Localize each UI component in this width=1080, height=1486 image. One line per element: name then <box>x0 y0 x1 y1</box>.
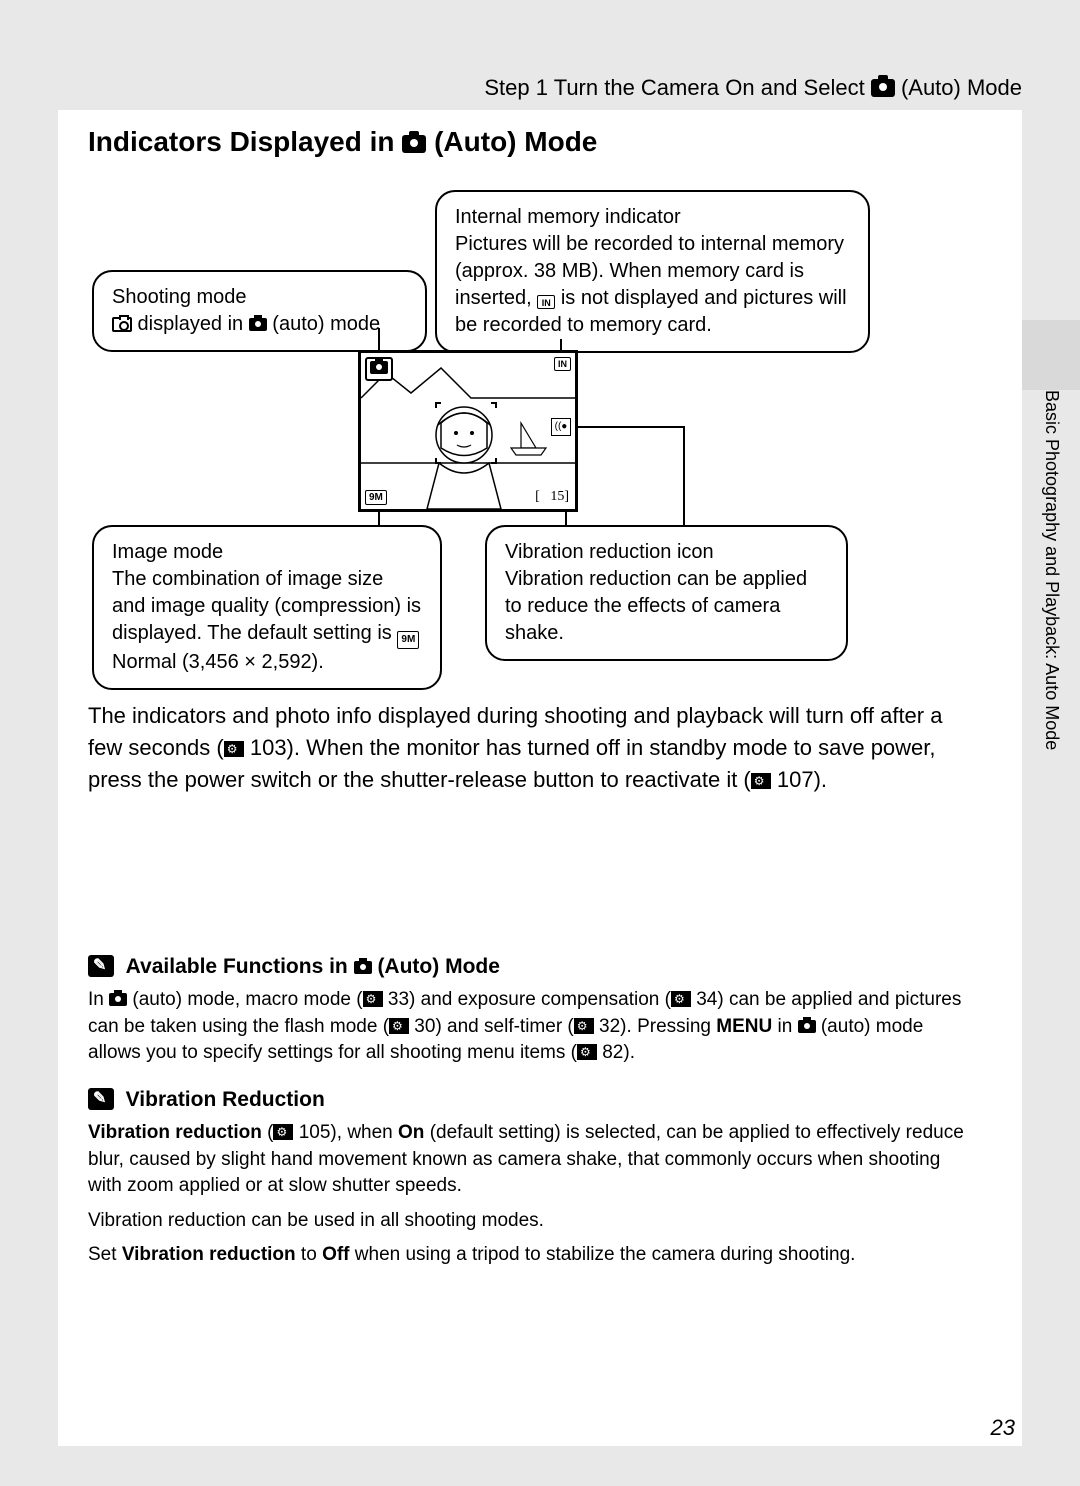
text: Off <box>322 1244 349 1265</box>
page-ref-icon <box>574 1018 594 1034</box>
note-heading: Available Functions in (Auto) Mode <box>88 955 965 979</box>
text: (auto) mode, macro mode ( <box>127 989 362 1010</box>
connector-line <box>378 328 380 352</box>
in-icon: IN <box>537 295 555 309</box>
page-ref-icon <box>363 991 383 1007</box>
text: when using a tripod to stabilize the cam… <box>350 1244 856 1265</box>
connector-line <box>565 511 567 527</box>
text: 30) and self-timer ( <box>409 1016 574 1037</box>
callout-image-mode: Image mode The combination of image size… <box>92 525 442 690</box>
text: displayed in <box>132 313 249 335</box>
camera-icon <box>798 1020 816 1033</box>
side-label: Basic Photography and Playback: Auto Mod… <box>1041 390 1062 750</box>
page-ref-icon <box>577 1044 597 1060</box>
menu-label: MENU <box>716 1016 772 1037</box>
callout-title: Internal memory indicator <box>455 204 850 231</box>
text: (auto) mode <box>267 313 380 335</box>
lcd-vr-icon: ((● <box>551 418 571 436</box>
note-available-functions: Available Functions in (Auto) Mode In (a… <box>88 955 965 1067</box>
connector-line <box>378 511 380 527</box>
main-heading: Indicators Displayed in (Auto) Mode <box>88 126 597 158</box>
callout-text: Vibration reduction can be applied to re… <box>505 566 828 647</box>
camera-icon <box>370 361 388 374</box>
connector-line <box>683 426 685 526</box>
text: 32). Pressing <box>594 1016 717 1037</box>
text: 82). <box>597 1042 635 1063</box>
page-ref-icon <box>389 1018 409 1034</box>
note-vibration-reduction: Vibration Reduction Vibration reduction … <box>88 1088 965 1269</box>
camera-box-icon <box>112 317 132 332</box>
callout-internal-memory: Internal memory indicator Pictures will … <box>435 190 870 353</box>
page-ref-icon <box>751 773 771 789</box>
note-body: In (auto) mode, macro mode ( 33) and exp… <box>88 987 965 1067</box>
text: Vibration Reduction <box>126 1088 325 1111</box>
text: in <box>772 1016 797 1037</box>
camera-icon <box>354 961 372 974</box>
text: Available Functions in <box>126 955 354 978</box>
heading-suffix: (Auto) Mode <box>426 126 597 157</box>
page-ref-icon <box>224 741 244 757</box>
callout-vibration-reduction: Vibration reduction icon Vibration reduc… <box>485 525 848 661</box>
side-tab <box>1022 320 1080 390</box>
page-number: 23 <box>991 1415 1015 1441</box>
note-body: Set Vibration reduction to Off when usin… <box>88 1242 965 1269</box>
lcd-illustration <box>361 353 575 509</box>
heading-prefix: Indicators Displayed in <box>88 126 402 157</box>
callout-title: Image mode <box>112 539 422 566</box>
lcd-image-mode-icon: 9M <box>365 490 387 505</box>
text: 33) and exposure compensation ( <box>383 989 671 1010</box>
breadcrumb-prefix: Step 1 Turn the Camera On and Select <box>484 75 870 100</box>
text: Set <box>88 1244 122 1265</box>
text: (Auto) Mode <box>372 955 500 978</box>
lcd-screen-diagram: IN ((● 9M [ 15] <box>358 350 578 512</box>
lcd-exposure-count: [ 15] <box>533 489 571 505</box>
note-icon <box>88 955 114 977</box>
callout-text: Normal (3,456 × 2,592). <box>112 651 324 673</box>
size-icon: 9M <box>397 631 419 649</box>
callout-text: displayed in (auto) mode <box>112 311 407 338</box>
body-paragraph: The indicators and photo info displayed … <box>88 700 965 796</box>
page-ref-icon <box>273 1124 293 1140</box>
page-ref-icon <box>671 991 691 1007</box>
breadcrumb: Step 1 Turn the Camera On and Select (Au… <box>484 75 1022 101</box>
note-icon <box>88 1088 114 1110</box>
note-body: Vibration reduction ( 105), when On (def… <box>88 1120 965 1200</box>
callout-text: The combination of image size and image … <box>112 568 421 644</box>
camera-icon <box>249 318 267 331</box>
text: In <box>88 989 109 1010</box>
text: On <box>398 1122 424 1143</box>
text: 105), when <box>293 1122 398 1143</box>
text: 107). <box>771 767 827 792</box>
connector-line <box>578 426 683 428</box>
text: Vibration reduction <box>88 1122 262 1143</box>
callout-shooting-mode: Shooting mode displayed in (auto) mode <box>92 270 427 352</box>
note-heading: Vibration Reduction <box>88 1088 965 1112</box>
camera-icon <box>871 79 895 97</box>
lcd-memory-icon: IN <box>554 357 571 371</box>
text: Vibration reduction <box>122 1244 296 1265</box>
lcd-shooting-mode-icon <box>365 357 393 381</box>
text: ( <box>262 1122 274 1143</box>
note-body: Vibration reduction can be used in all s… <box>88 1208 965 1235</box>
callout-title: Vibration reduction icon <box>505 539 828 566</box>
text: to <box>296 1244 322 1265</box>
callout-title: Shooting mode <box>112 284 407 311</box>
manual-page: Step 1 Turn the Camera On and Select (Au… <box>0 0 1080 1486</box>
count-value: 15 <box>550 489 564 504</box>
breadcrumb-suffix: (Auto) Mode <box>895 75 1022 100</box>
camera-icon <box>402 135 426 153</box>
camera-icon <box>109 993 127 1006</box>
